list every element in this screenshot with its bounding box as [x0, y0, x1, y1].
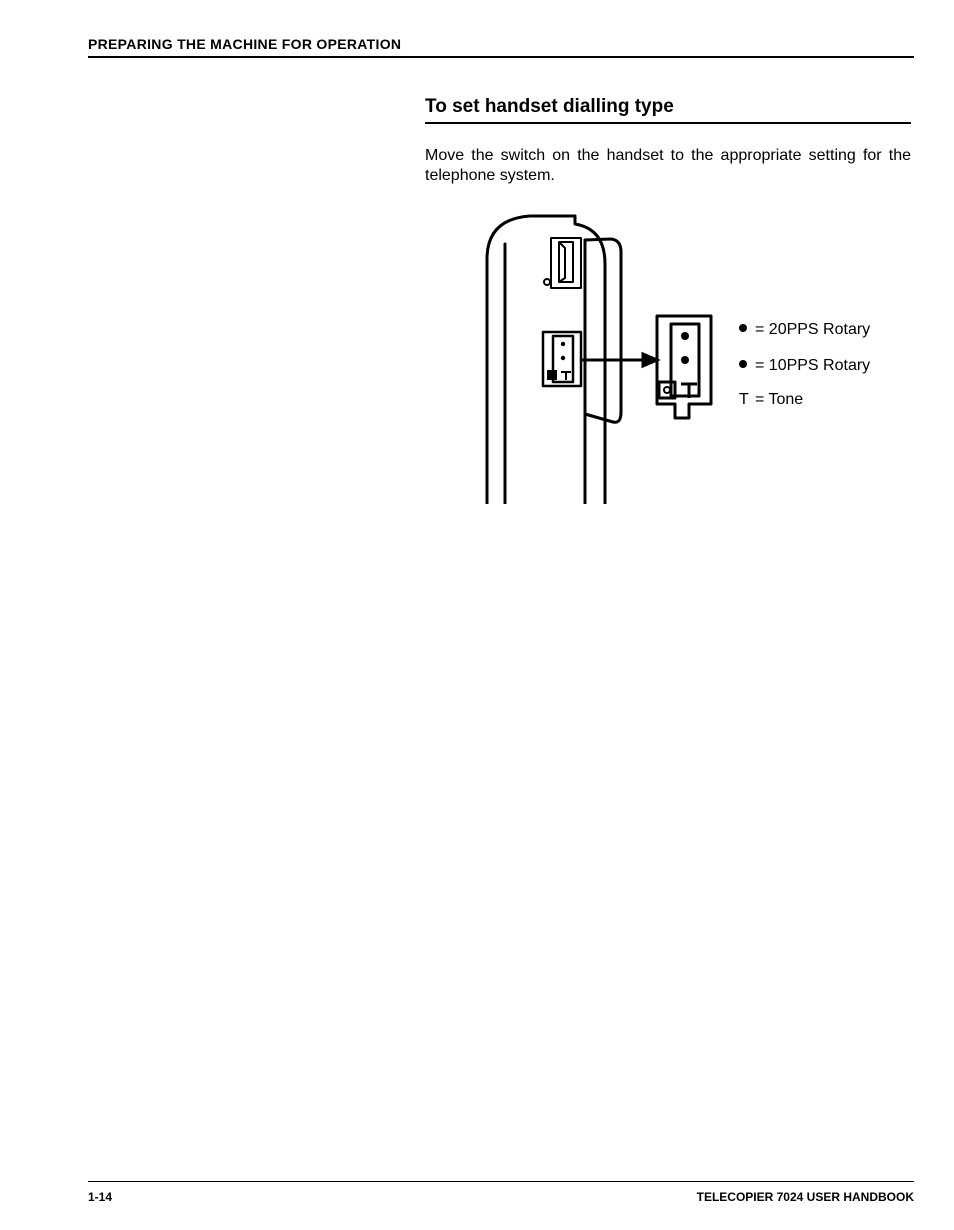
handset-svg: = 20PPS Rotary = 10PPS Rotary T = Tone: [425, 204, 911, 504]
section: To set handset dialling type Move the sw…: [425, 96, 911, 509]
header-rule: [88, 56, 914, 58]
section-body: Move the switch on the handset to the ap…: [425, 146, 911, 186]
legend-row-1: = 10PPS Rotary: [755, 357, 870, 374]
svg-text:T: T: [739, 391, 749, 408]
footer-rule: [88, 1181, 914, 1182]
handset-diagram: = 20PPS Rotary = 10PPS Rotary T = Tone: [425, 204, 911, 509]
running-header: PREPARING THE MACHINE FOR OPERATION: [88, 36, 914, 52]
legend-row-2: = Tone: [755, 391, 803, 408]
section-title: To set handset dialling type: [425, 96, 911, 122]
page-number: 1-14: [88, 1190, 112, 1204]
handbook-title: TELECOPIER 7024 USER HANDBOOK: [697, 1190, 914, 1204]
legend-row-0: = 20PPS Rotary: [755, 321, 870, 338]
page: PREPARING THE MACHINE FOR OPERATION To s…: [0, 0, 954, 1230]
section-rule: [425, 122, 911, 124]
